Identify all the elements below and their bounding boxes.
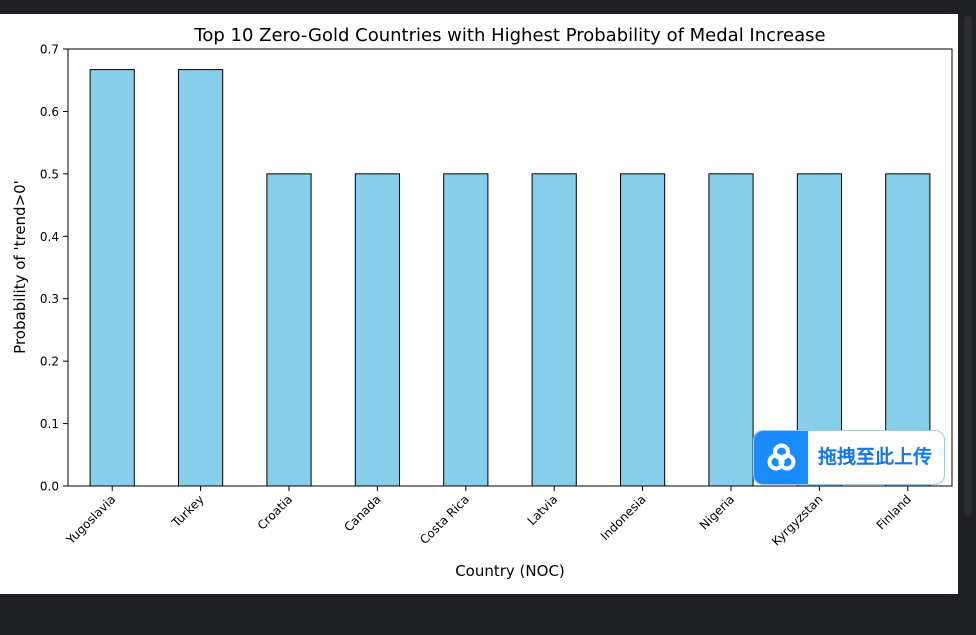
bar-croatia [266,173,312,487]
y-axis: 0.0 0.1 0.2 0.3 0.4 0.5 0.6 0.7 [40,43,68,494]
x-tick-label: Canada [341,492,383,534]
axes-frame [67,48,953,487]
y-tick-label: 0.6 [40,105,59,119]
y-tick-label: 0.1 [40,417,59,431]
bar-latvia [531,173,577,487]
y-axis-label: Probability of 'trend>0' [11,180,29,354]
x-tick-label: Yugoslavia [63,492,118,547]
x-tick-label: Nigeria [697,492,737,532]
bar-indonesia [620,173,666,487]
y-tick-label: 0.7 [40,43,59,57]
y-tick-label: 0.4 [40,230,59,244]
cloud-link-icon [754,431,808,484]
x-tick-label: Croatia [255,492,295,532]
x-tick-label: Kyrgyzstan [769,492,825,548]
y-tick-label: 0.3 [40,292,59,306]
bars [89,69,931,487]
x-tick-label: Finland [874,492,914,532]
chart-title: Top 10 Zero-Gold Countries with Highest … [193,25,825,46]
x-tick-label: Costa Rica [417,492,472,547]
bar-yugoslavia [89,69,135,487]
scrollbar-thumb[interactable] [964,16,972,516]
bar-canada [354,173,400,487]
y-tick-label: 0.0 [40,480,59,494]
x-axis: Yugoslavia Turkey Croatia Canada Costa Rica L… [63,486,914,549]
figure-panel: Top 10 Zero-Gold Countries with Highest … [0,14,958,594]
y-tick-label: 0.5 [40,167,59,181]
bar-chart: Top 10 Zero-Gold Countries with Highest … [11,25,953,580]
x-tick-label: Latvia [525,492,561,528]
y-tick-label: 0.2 [40,355,59,369]
bar-turkey [178,69,224,487]
x-tick-label: Turkey [168,492,206,530]
bar-nigeria [708,173,754,487]
upload-label: 拖拽至此上传 [818,446,933,468]
drag-upload-button[interactable]: 拖拽至此上传 [753,430,945,485]
x-axis-label: Country (NOC) [455,562,565,580]
bar-costa-rica [443,173,489,487]
x-tick-label: Indonesia [598,492,649,543]
